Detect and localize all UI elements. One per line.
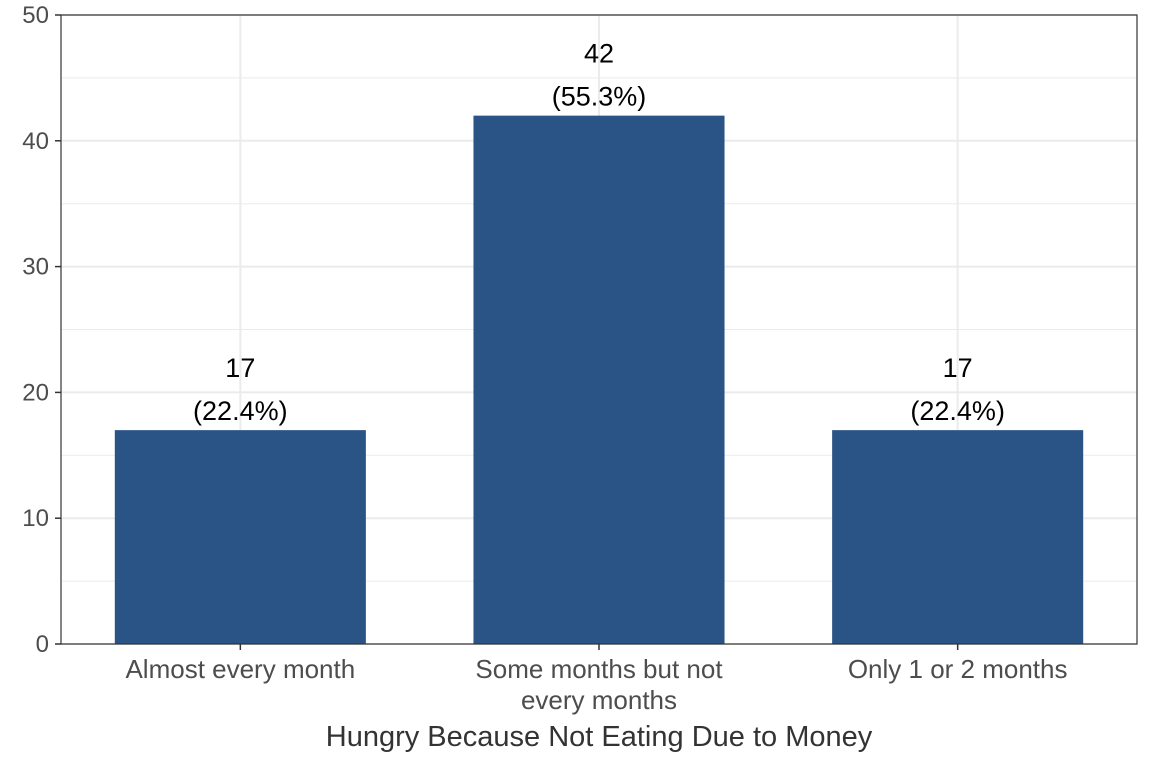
- x-axis-title: Hungry Because Not Eating Due to Money: [326, 721, 873, 753]
- data-label-percent: (22.4%): [910, 396, 1005, 426]
- y-tick-label: 10: [22, 505, 49, 532]
- x-tick-label: Only 1 or 2 months: [848, 654, 1068, 684]
- x-tick-label-line: Almost every month: [125, 654, 355, 684]
- data-label-percent: (55.3%): [552, 82, 647, 112]
- y-tick-label: 0: [36, 631, 49, 658]
- x-tick-label: Some months but not every months: [475, 654, 723, 715]
- bar: [473, 115, 725, 644]
- x-tick-label-line: Only 1 or 2 months: [848, 654, 1068, 684]
- x-tick-label-line: every months: [521, 685, 677, 715]
- x-axis: Almost every month Some months but not eve…: [125, 644, 1067, 715]
- y-tick-label: 20: [22, 379, 49, 406]
- y-tick-label: 50: [22, 2, 49, 29]
- data-label-count: 42: [584, 39, 614, 69]
- x-tick-label: Almost every month: [125, 654, 355, 684]
- bars: [114, 115, 1084, 644]
- bar: [114, 430, 366, 644]
- bar: [832, 430, 1084, 644]
- y-tick-label: 40: [22, 128, 49, 155]
- data-label-percent: (22.4%): [193, 396, 288, 426]
- data-label-count: 17: [225, 353, 255, 383]
- y-axis: 0 10 20 30 40 50: [22, 2, 61, 658]
- x-tick-label-line: Some months but not: [475, 654, 723, 684]
- data-label-count: 17: [943, 353, 973, 383]
- data-labels: 17 (22.4%) 42 (55.3%) 17 (22.4%): [193, 39, 1005, 427]
- y-tick-label: 30: [22, 254, 49, 281]
